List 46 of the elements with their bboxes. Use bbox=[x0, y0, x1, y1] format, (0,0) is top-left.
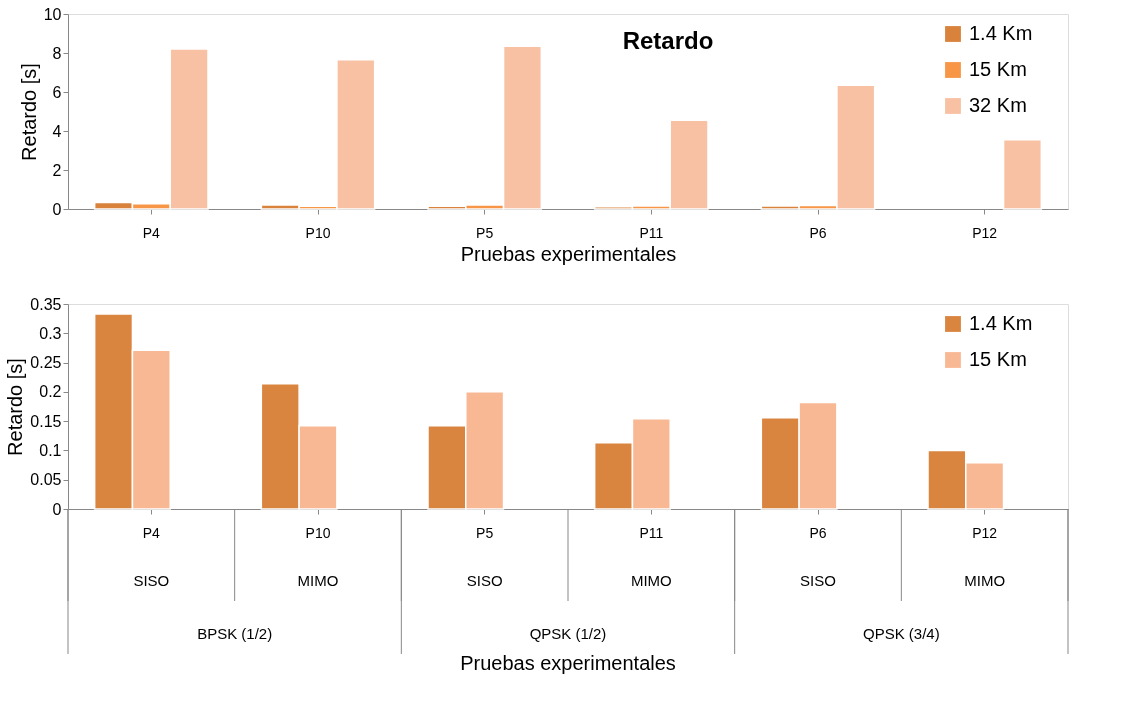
text: MIMO bbox=[297, 572, 339, 589]
legend-label: 1.4 Km bbox=[969, 22, 1033, 44]
text: MIMO bbox=[630, 572, 672, 589]
x-axis-title: Pruebas experimentales bbox=[460, 652, 676, 674]
text: QPSK (1/2) bbox=[529, 625, 607, 642]
legend-label: 32 Km bbox=[969, 94, 1027, 116]
y-tick-label: 0 bbox=[52, 500, 62, 518]
text: SISO bbox=[466, 572, 503, 589]
text: Retardo bbox=[622, 27, 714, 54]
x-tick-label: P10 bbox=[305, 224, 331, 241]
y-tick-label: 0.05 bbox=[30, 471, 62, 489]
x-tick-label: P5 bbox=[476, 524, 494, 541]
x-tick-label: P11 bbox=[639, 224, 664, 241]
text: QPSK (3/4) bbox=[862, 625, 940, 642]
y-tick-label: 0.1 bbox=[39, 441, 62, 459]
text: BPSK (1/2) bbox=[197, 625, 273, 642]
y-tick-label: 6 bbox=[52, 83, 62, 101]
y-tick-label: 10 bbox=[43, 5, 62, 23]
x-tick-label: P12 bbox=[972, 524, 998, 541]
legend-label: 1.4 Km bbox=[969, 312, 1033, 334]
x-tick-label: P5 bbox=[476, 224, 494, 241]
y-tick-label: 0.2 bbox=[39, 383, 62, 401]
x-tick-label: P4 bbox=[142, 224, 161, 241]
x-tick-label: P10 bbox=[305, 524, 331, 541]
x-tick-label: P6 bbox=[809, 524, 827, 541]
y-tick-label: 2 bbox=[52, 161, 62, 179]
bar bbox=[1002, 139, 1043, 210]
y-tick-label: 0.25 bbox=[30, 354, 62, 372]
y-axis-title: Retardo [s] bbox=[4, 358, 27, 456]
x-tick-label: P6 bbox=[809, 224, 827, 241]
y-tick-label: 0.35 bbox=[30, 295, 62, 313]
text: SISO bbox=[800, 572, 836, 589]
text: MIMO bbox=[964, 572, 1006, 589]
y-axis-title: Retardo [s] bbox=[17, 63, 40, 161]
y-tick-label: 4 bbox=[52, 122, 62, 140]
y-tick-label: 8 bbox=[52, 44, 62, 62]
x-tick-label: P4 bbox=[142, 524, 161, 541]
legend-label: 15 Km bbox=[969, 348, 1027, 370]
x-tick-label: P11 bbox=[639, 524, 664, 541]
x-axis-title: Pruebas experimentales bbox=[460, 242, 677, 265]
x-tick-label: P12 bbox=[972, 224, 998, 241]
legend-label: 15 Km bbox=[969, 58, 1027, 80]
y-tick-label: 0.15 bbox=[30, 412, 62, 430]
text: SISO bbox=[133, 572, 170, 589]
y-tick-label: 0.3 bbox=[39, 324, 62, 342]
y-tick-label: 0 bbox=[52, 200, 62, 218]
